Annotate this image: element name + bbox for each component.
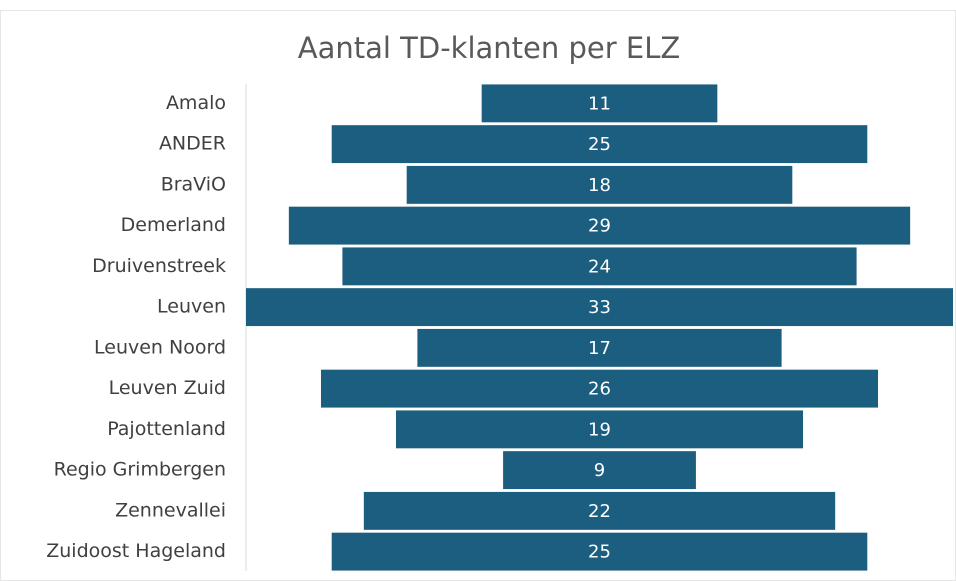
value-label: 25 <box>588 542 611 563</box>
category-label: Leuven Zuid <box>109 377 226 399</box>
category-label: Regio Grimbergen <box>54 459 226 481</box>
category-label: Zuidoost Hageland <box>46 540 226 562</box>
bar <box>417 328 782 367</box>
bar <box>503 451 696 490</box>
category-label: Pajottenland <box>107 418 226 440</box>
category-label: Druivenstreek <box>92 255 226 277</box>
value-label: 25 <box>588 134 611 155</box>
value-label: 24 <box>588 256 611 277</box>
value-label: 22 <box>588 501 611 522</box>
bar <box>363 491 836 530</box>
bar <box>320 369 879 408</box>
category-label: BraViO <box>161 173 226 195</box>
value-label: 9 <box>594 460 605 481</box>
value-label: 26 <box>588 379 611 400</box>
bar <box>342 247 857 286</box>
value-label: 33 <box>588 297 611 318</box>
category-label: Leuven <box>157 296 226 318</box>
value-label: 19 <box>588 419 611 440</box>
value-label: 11 <box>588 93 611 114</box>
chart-title: Aantal TD-klanten per ELZ <box>298 31 680 65</box>
bar <box>406 165 793 204</box>
bar <box>246 288 953 327</box>
category-label: Amalo <box>166 92 226 114</box>
bar <box>331 532 868 571</box>
category-label: Demerland <box>121 214 226 236</box>
category-label: Zennevallei <box>115 499 226 521</box>
bar <box>395 410 804 449</box>
value-label: 18 <box>588 175 611 196</box>
value-label: 17 <box>588 338 611 359</box>
bar <box>288 206 911 245</box>
bar <box>331 125 868 164</box>
category-label: ANDER <box>159 133 226 155</box>
category-label: Leuven Noord <box>94 336 226 358</box>
bar <box>481 84 718 123</box>
value-label: 29 <box>588 216 611 237</box>
